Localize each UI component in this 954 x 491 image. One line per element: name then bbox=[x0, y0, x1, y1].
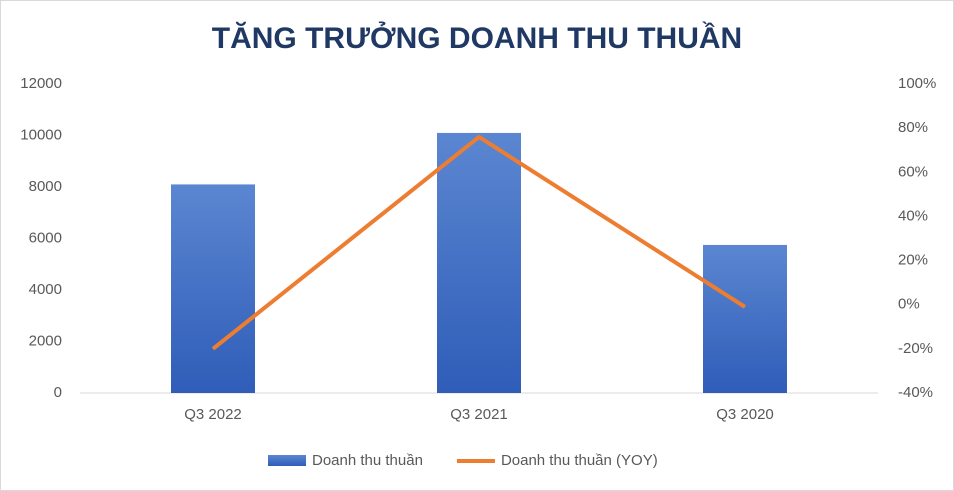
y2-tick-label: -20% bbox=[898, 340, 933, 357]
y2-tick-label: 100% bbox=[898, 75, 936, 92]
bar bbox=[437, 132, 521, 394]
y2-tick-label: 80% bbox=[898, 119, 928, 136]
y2-tick-label: 20% bbox=[898, 252, 928, 269]
y-tick-label: 6000 bbox=[29, 229, 62, 246]
y2-tick-label: 0% bbox=[898, 296, 920, 313]
y-tick-label: 0 bbox=[54, 384, 62, 401]
legend-label: Doanh thu thuần (YOY) bbox=[501, 452, 658, 469]
y-tick-label: 10000 bbox=[20, 126, 62, 143]
bar bbox=[703, 244, 787, 393]
y-tick-label: 8000 bbox=[29, 178, 62, 195]
x-tick-label: Q3 2022 bbox=[184, 406, 242, 423]
y2-tick-label: 40% bbox=[898, 207, 928, 224]
line bbox=[211, 134, 747, 351]
legend-swatch bbox=[268, 455, 306, 466]
x-tick-label: Q3 2021 bbox=[450, 406, 508, 423]
y-tick-label: 2000 bbox=[29, 332, 62, 349]
chart-title: TĂNG TRƯỞNG DOANH THU THUẦN bbox=[212, 21, 742, 55]
legend-label: Doanh thu thuần bbox=[312, 452, 423, 469]
x-tick-label: Q3 2020 bbox=[716, 406, 774, 423]
y2-tick-label: 60% bbox=[898, 163, 928, 180]
bar bbox=[171, 184, 255, 393]
y-tick-label: 4000 bbox=[29, 281, 62, 298]
y2-tick-label: -40% bbox=[898, 384, 933, 401]
y-tick-label: 12000 bbox=[20, 75, 62, 92]
